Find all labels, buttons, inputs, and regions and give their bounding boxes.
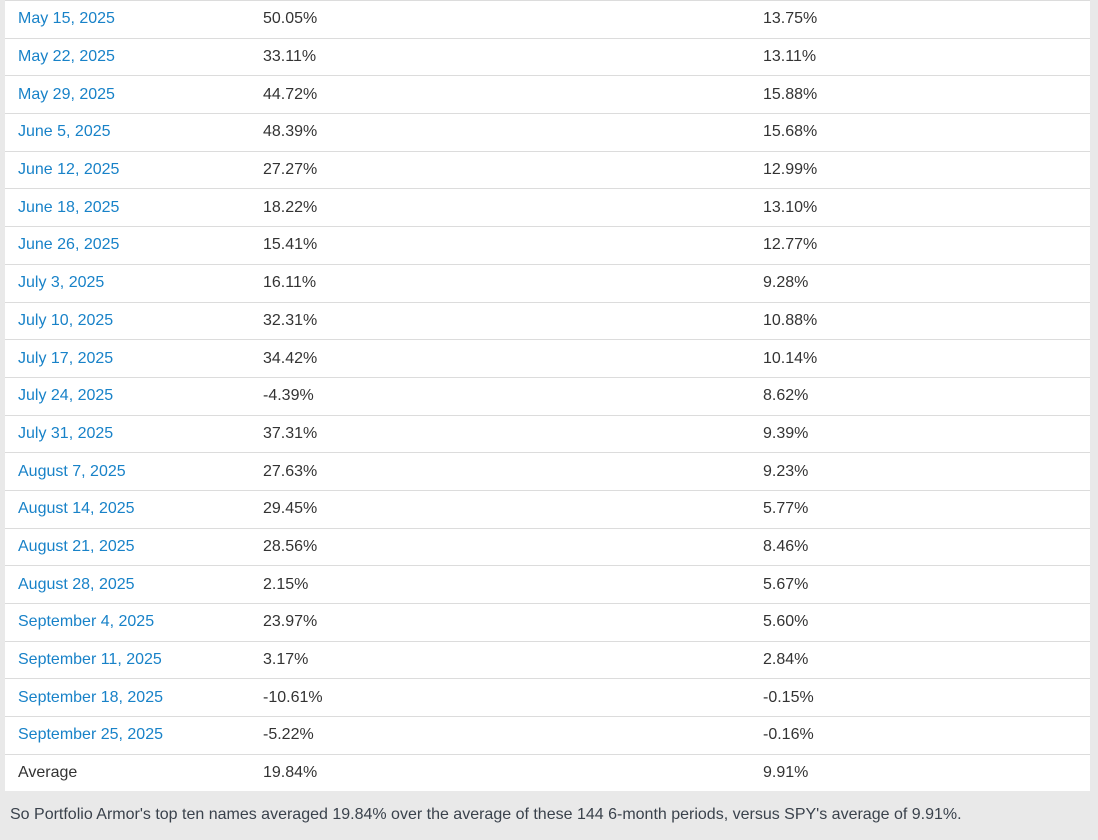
date-link[interactable]: August 21, 2025 [18,537,135,555]
spy-return-cell: -0.15% [750,678,1090,717]
date-link[interactable]: August 14, 2025 [18,500,135,518]
spy-return-cell: 12.77% [750,226,1090,265]
pa-return-cell: 27.27% [250,150,750,189]
table-row: June 18, 2025 18.22% 13.10% [5,188,1090,227]
spy-return-cell: 5.77% [750,489,1090,529]
spy-return-cell: 10.14% [750,339,1090,378]
table-row: July 24, 2025 -4.39% 8.62% [5,376,1090,416]
table-row: June 5, 2025 48.39% 15.68% [5,113,1090,152]
date-link[interactable]: July 24, 2025 [18,387,114,405]
date-link[interactable]: June 5, 2025 [18,123,111,141]
spy-return-cell: 9.28% [750,263,1090,302]
date-link[interactable]: June 18, 2025 [18,198,120,216]
pa-return-cell: 48.39% [250,113,750,152]
spy-return-cell: 12.99% [750,150,1090,189]
pa-return-cell: 23.97% [250,603,750,642]
spy-return-cell: 5.67% [750,565,1090,604]
pa-return-cell: -5.22% [250,716,750,755]
pa-return-cell: 18.22% [250,188,750,227]
date-link[interactable]: September 4, 2025 [18,613,155,631]
date-link[interactable]: July 31, 2025 [18,424,114,442]
pa-return-cell: 28.56% [250,527,750,566]
returns-table-wrap: May 15, 2025 50.05% 13.75% May 22, 2025 … [5,0,1090,792]
table-row: August 7, 2025 27.63% 9.23% [5,452,1090,491]
date-link[interactable]: June 12, 2025 [18,161,120,179]
pa-return-cell: 29.45% [250,489,750,529]
date-link[interactable]: May 29, 2025 [18,85,115,103]
average-label: Average [5,753,250,792]
spy-return-cell: 9.39% [750,414,1090,453]
pa-return-cell: 16.11% [250,263,750,302]
spy-return-cell: 8.62% [750,376,1090,416]
pa-return-cell: 33.11% [250,37,750,76]
pa-return-cell: 50.05% [250,0,750,39]
table-row: July 10, 2025 32.31% 10.88% [5,301,1090,340]
spy-return-cell: 2.84% [750,640,1090,679]
spy-return-cell: 13.75% [750,0,1090,39]
spy-return-cell: 10.88% [750,301,1090,340]
spy-return-cell: 15.68% [750,113,1090,152]
pa-return-cell: 44.72% [250,75,750,114]
returns-table: May 15, 2025 50.05% 13.75% May 22, 2025 … [5,0,1090,792]
date-link[interactable]: September 18, 2025 [18,688,163,706]
pa-return-cell: 2.15% [250,565,750,604]
average-row: Average 19.84% 9.91% [5,753,1090,792]
date-link[interactable]: September 25, 2025 [18,726,163,744]
table-row: September 11, 2025 3.17% 2.84% [5,640,1090,679]
date-link[interactable]: July 3, 2025 [18,274,105,292]
pa-return-cell: 27.63% [250,452,750,491]
date-link[interactable]: June 26, 2025 [18,236,120,254]
date-link[interactable]: May 15, 2025 [18,10,115,28]
table-row: June 12, 2025 27.27% 12.99% [5,150,1090,189]
table-row: September 25, 2025 -5.22% -0.16% [5,716,1090,755]
pa-return-cell: 37.31% [250,414,750,453]
date-link[interactable]: August 7, 2025 [18,462,126,480]
date-link[interactable]: August 28, 2025 [18,575,135,593]
pa-return-cell: 3.17% [250,640,750,679]
table-row: July 31, 2025 37.31% 9.39% [5,414,1090,453]
table-row: May 22, 2025 33.11% 13.11% [5,37,1090,76]
summary-text: So Portfolio Armor's top ten names avera… [0,791,1098,825]
average-spy-return-cell: 9.91% [750,753,1090,792]
spy-return-cell: 13.10% [750,188,1090,227]
spy-return-cell: -0.16% [750,716,1090,755]
table-row: September 4, 2025 23.97% 5.60% [5,603,1090,642]
table-row: May 29, 2025 44.72% 15.88% [5,75,1090,114]
table-row: June 26, 2025 15.41% 12.77% [5,226,1090,265]
date-link[interactable]: July 17, 2025 [18,349,114,367]
table-row: August 28, 2025 2.15% 5.67% [5,565,1090,604]
pa-return-cell: -4.39% [250,376,750,416]
table-row: July 17, 2025 34.42% 10.14% [5,339,1090,378]
average-pa-return-cell: 19.84% [250,753,750,792]
date-link[interactable]: September 11, 2025 [18,651,162,669]
table-row: July 3, 2025 16.11% 9.28% [5,263,1090,302]
spy-return-cell: 15.88% [750,75,1090,114]
table-row: May 15, 2025 50.05% 13.75% [5,0,1090,39]
table-row: August 21, 2025 28.56% 8.46% [5,527,1090,566]
pa-return-cell: 15.41% [250,226,750,265]
pa-return-cell: 32.31% [250,301,750,340]
date-link[interactable]: July 10, 2025 [18,311,114,329]
spy-return-cell: 9.23% [750,452,1090,491]
spy-return-cell: 8.46% [750,527,1090,566]
spy-return-cell: 13.11% [750,37,1090,76]
pa-return-cell: -10.61% [250,678,750,717]
spy-return-cell: 5.60% [750,603,1090,642]
pa-return-cell: 34.42% [250,339,750,378]
date-link[interactable]: May 22, 2025 [18,48,115,66]
table-row: August 14, 2025 29.45% 5.77% [5,489,1090,529]
table-row: September 18, 2025 -10.61% -0.15% [5,678,1090,717]
